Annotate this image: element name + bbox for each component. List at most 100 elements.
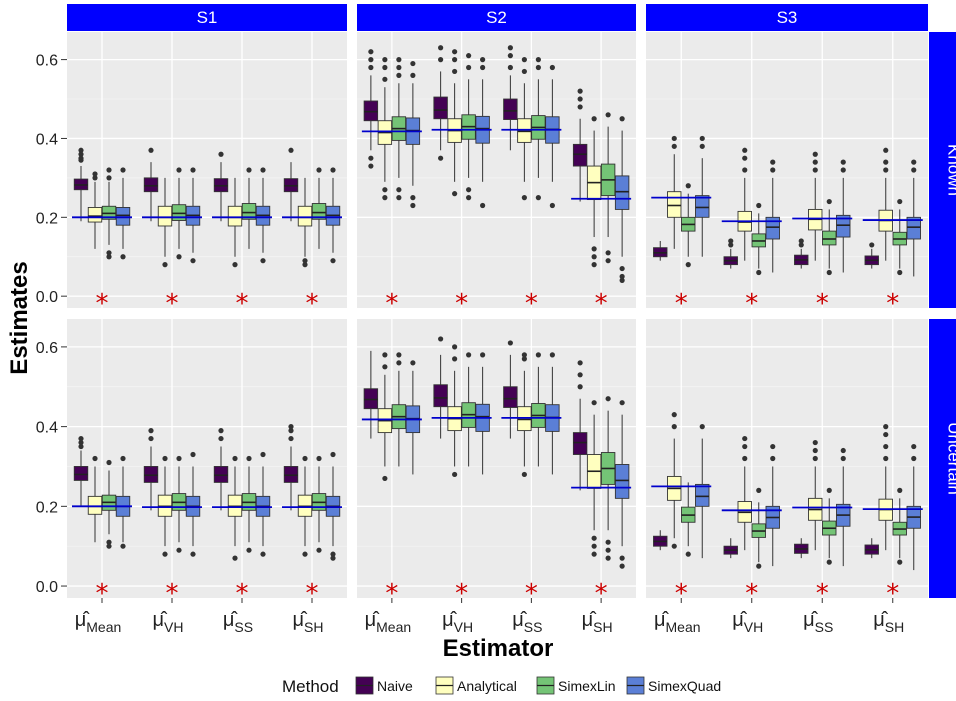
x-tick-subscript: Mean: [376, 619, 411, 635]
outlier-point: [190, 451, 196, 458]
group-VH: *: [431, 45, 492, 319]
box-naive: [73, 466, 89, 481]
outlier-point: [410, 195, 416, 201]
outlier-point: [148, 435, 154, 442]
outlier-point: [826, 559, 832, 565]
outlier-point: [535, 57, 541, 63]
box-naive: [572, 143, 588, 167]
outlier-point: [591, 400, 597, 406]
significance-star: *: [675, 579, 688, 609]
outlier-point: [232, 455, 238, 462]
outlier-point: [605, 112, 611, 118]
panel-S1-uncertain: * * * *: [67, 319, 347, 609]
outlier-point: [148, 428, 154, 434]
y-tick-label: 0.2: [36, 210, 58, 227]
significance-star: *: [385, 289, 398, 319]
strip-label-S1: S1: [197, 8, 218, 27]
outlier-point: [605, 396, 611, 402]
group-Mean: *: [72, 147, 132, 319]
outlier-point: [218, 151, 224, 157]
outlier-point: [176, 167, 182, 173]
outlier-point: [190, 551, 196, 557]
box-simexquad: [695, 195, 710, 218]
outlier-point: [535, 195, 541, 201]
outlier-point: [591, 535, 597, 541]
outlier-point: [591, 246, 597, 252]
box-analytical: [667, 191, 682, 218]
significance-star: *: [886, 289, 899, 319]
strip-uncertain: [929, 319, 956, 598]
outlier-point: [368, 64, 374, 71]
outlier-point: [302, 258, 308, 264]
outlier-point: [911, 455, 917, 462]
outlier-point: [452, 191, 458, 197]
outlier-point: [190, 167, 196, 173]
outlier-point: [699, 424, 705, 430]
outlier-point: [591, 116, 597, 122]
group-VH: *: [721, 435, 782, 609]
outlier-point: [452, 344, 458, 350]
outlier-point: [232, 555, 238, 561]
y-tick-label: 0.4: [36, 420, 58, 437]
outlier-point: [619, 555, 625, 561]
outlier-point: [288, 424, 294, 430]
legend-label-naive: Naive: [377, 678, 413, 694]
outlier-point: [396, 195, 402, 201]
outlier-point: [452, 471, 458, 478]
outlier-point: [246, 167, 252, 173]
box-simexquad: [836, 214, 851, 238]
significance-star: *: [96, 289, 109, 319]
outlier-point: [466, 352, 472, 358]
outlier-point: [368, 49, 374, 55]
outlier-point: [883, 443, 889, 450]
outlier-point: [396, 360, 402, 366]
outlier-point: [106, 254, 112, 260]
outlier-point: [106, 459, 112, 466]
outlier-point: [897, 487, 903, 493]
outlier-point: [396, 187, 402, 193]
outlier-point: [671, 135, 677, 142]
outlier-point: [382, 76, 388, 82]
group-SS: *: [792, 439, 853, 609]
outlier-point: [812, 159, 818, 165]
box-naive: [143, 177, 159, 193]
outlier-point: [452, 49, 458, 55]
x-tick-subscript: VH: [744, 619, 763, 635]
outlier-point: [742, 443, 748, 450]
outlier-point: [911, 167, 917, 173]
outlier-point: [883, 424, 889, 430]
x-tick-label-SH: μ̂SH: [293, 609, 324, 635]
outlier-point: [840, 455, 846, 462]
box-simexquad: [765, 216, 780, 240]
outlier-point: [368, 57, 374, 63]
significance-star: *: [236, 579, 249, 609]
x-tick-label-VH: μ̂VH: [732, 609, 763, 635]
outlier-point: [162, 262, 168, 268]
outlier-point: [605, 555, 611, 561]
box-analytical: [227, 205, 243, 227]
group-SH: *: [282, 147, 342, 319]
outlier-point: [756, 487, 762, 493]
outlier-point: [911, 159, 917, 165]
panel-S1-known: * * * *: [67, 32, 347, 319]
outlier-point: [521, 356, 527, 362]
panel-background: [646, 319, 928, 598]
outlier-point: [78, 147, 84, 153]
outlier-point: [480, 202, 486, 209]
panel-S3-known: * * * *: [646, 32, 928, 319]
outlier-point: [840, 447, 846, 454]
strip-label-S3: S3: [777, 8, 798, 27]
group-Mean: *: [72, 435, 132, 609]
panel-S2-uncertain: * * * *: [357, 319, 636, 609]
significance-star: *: [745, 289, 758, 319]
outlier-point: [521, 195, 527, 201]
outlier-point: [671, 412, 677, 418]
strip-known: [929, 32, 956, 308]
significance-star: *: [306, 579, 319, 609]
outlier-point: [507, 64, 513, 71]
outlier-point: [756, 269, 762, 276]
outlier-point: [92, 455, 98, 462]
outlier-point: [521, 471, 527, 478]
outlier-point: [605, 547, 611, 553]
outlier-point: [535, 64, 541, 71]
